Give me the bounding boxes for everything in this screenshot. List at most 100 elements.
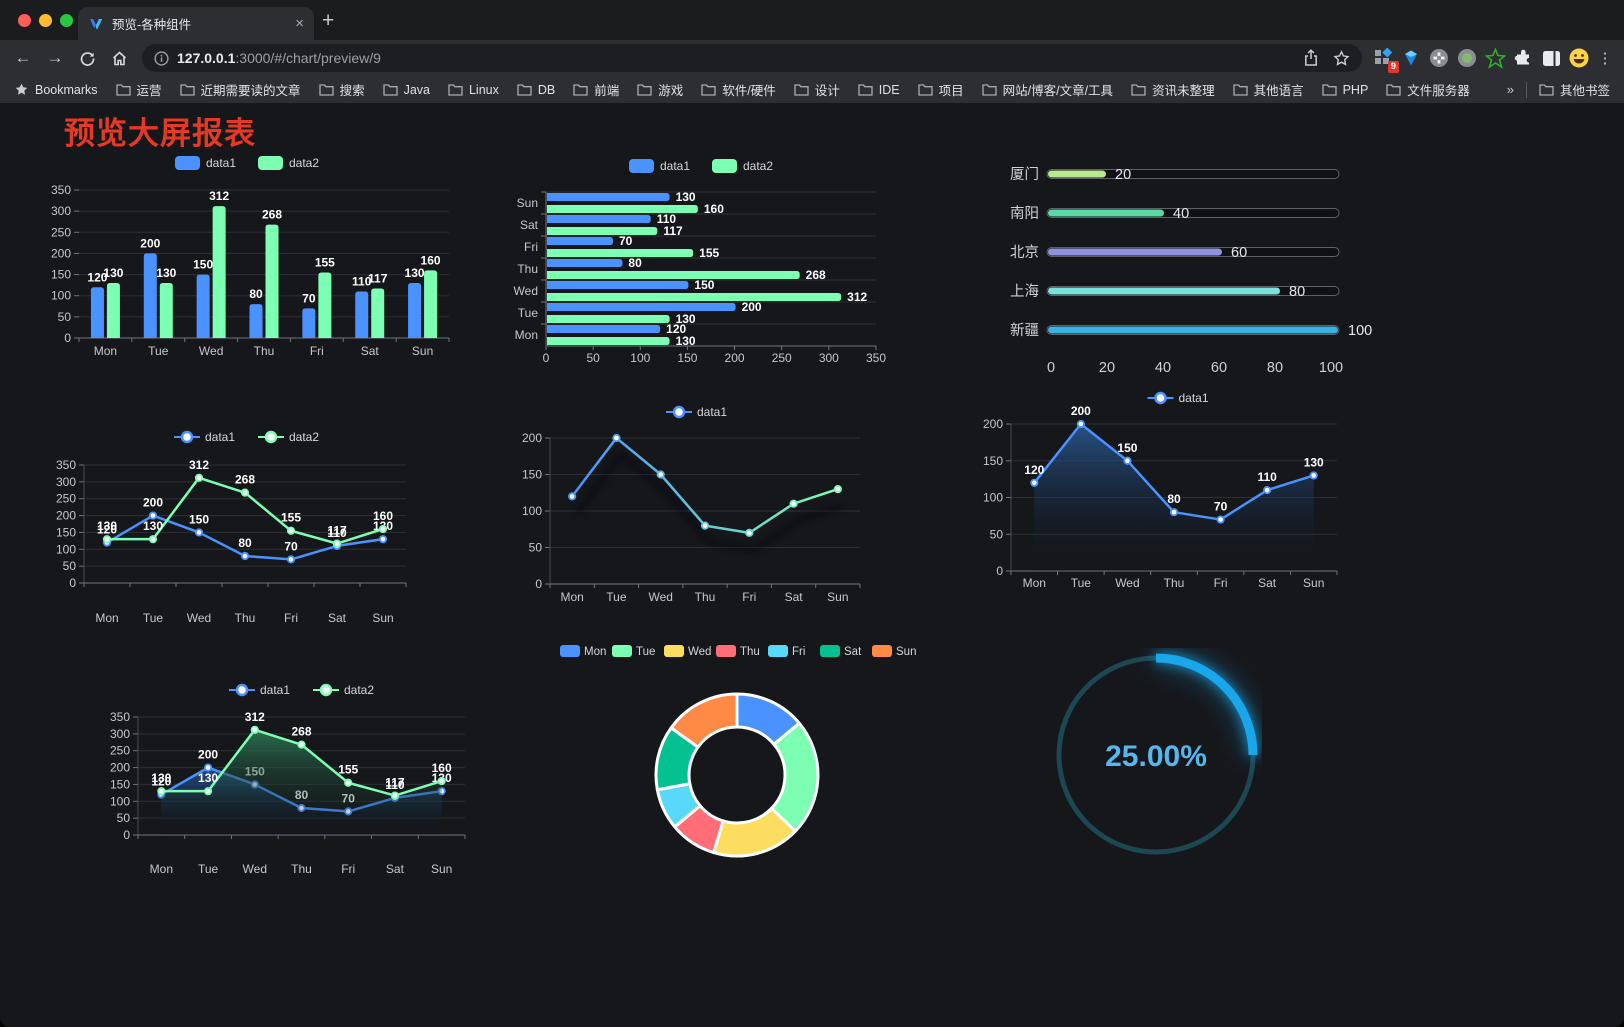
window-close-button[interactable] (18, 14, 31, 27)
svg-text:data1: data1 (206, 156, 236, 170)
svg-text:150: 150 (1117, 441, 1137, 455)
legend-item-Wed[interactable]: Wed (664, 645, 711, 658)
bookmark-item[interactable]: 运营 (115, 80, 162, 99)
share-icon[interactable] (1303, 49, 1319, 67)
legend-item-data1[interactable]: data1 (174, 430, 235, 444)
legend-item-Sat[interactable]: Sat (820, 645, 862, 658)
svg-text:Tue: Tue (198, 862, 219, 876)
legend-item-Thu[interactable]: Thu (716, 645, 760, 658)
legend-item-data1[interactable]: data1 (229, 683, 290, 697)
svg-text:Sat: Sat (361, 344, 380, 358)
extension-grid-icon[interactable]: 9 (1370, 45, 1399, 73)
forward-icon[interactable]: → (46, 48, 64, 67)
bookmark-item[interactable]: 前端 (573, 80, 619, 99)
bookmark-star-icon[interactable] (1333, 49, 1350, 67)
home-icon[interactable] (104, 44, 134, 72)
extension-circle-icon[interactable] (1426, 45, 1452, 71)
bookmark-item[interactable]: 搜索 (318, 80, 365, 99)
tab-close-icon[interactable]: × (295, 15, 304, 32)
bookmark-item[interactable]: Linux (448, 80, 499, 99)
page-title: 预览大屏报表 (64, 116, 256, 151)
emoji-extension-icon[interactable] (1566, 45, 1592, 71)
donut-slice-Sun[interactable] (669, 692, 739, 749)
folder-icon (115, 84, 131, 96)
bookmark-item[interactable]: 游戏 (637, 80, 683, 99)
svg-text:312: 312 (245, 710, 265, 724)
back-icon[interactable]: ← (14, 48, 32, 67)
legend-item-data2[interactable]: data2 (313, 683, 374, 697)
svg-text:80: 80 (1167, 492, 1181, 506)
svg-text:data1: data1 (205, 430, 235, 444)
bookmark-item[interactable]: 设计 (794, 80, 840, 99)
bookmark-item[interactable]: DB (517, 80, 555, 99)
other-bookmarks[interactable]: 其他书签 (1539, 80, 1610, 99)
svg-text:130: 130 (676, 312, 696, 326)
bookmark-item[interactable]: IDE (858, 80, 900, 99)
browser-tab[interactable]: 预览-各种组件 × (78, 7, 314, 40)
extension-green-star-icon[interactable] (1482, 45, 1508, 71)
legend-item-Tue[interactable]: Tue (612, 645, 655, 658)
legend-item-data1[interactable]: data1 (666, 405, 727, 419)
reload-icon[interactable] (72, 44, 102, 72)
bookmarks-app[interactable]: Bookmarks (14, 82, 98, 97)
progress-row-北京: 北京 60 (1010, 244, 1340, 261)
legend-item-Fri[interactable]: Fri (768, 645, 805, 658)
extensions-puzzle-icon[interactable] (1510, 45, 1536, 71)
bookmark-item[interactable]: PHP (1321, 80, 1368, 99)
bookmark-item[interactable]: 项目 (917, 80, 964, 99)
legend-item-data1[interactable]: data1 (175, 156, 236, 170)
star-icon (15, 83, 28, 95)
browser-menu-icon[interactable]: ⋮ (1597, 50, 1613, 67)
bookmarks-overflow-chevron[interactable]: » (1506, 82, 1514, 97)
week-donut-svg: Mon Tue Wed Thu Fri Sat Sun (560, 645, 916, 858)
svg-text:200: 200 (56, 509, 76, 523)
svg-text:200: 200 (51, 246, 71, 260)
svg-text:120: 120 (666, 322, 686, 336)
area-line-chart: data1 0 50 100 150 200 Mon Tue Wed Thu Fri Sat Sun 12… (983, 386, 1380, 602)
bookmark-item[interactable]: 近期需要读的文章 (179, 80, 301, 99)
site-info-icon[interactable] (154, 50, 169, 66)
folder-icon (318, 84, 334, 96)
tab-strip: 预览-各种组件 × + (0, 0, 1624, 40)
legend-item-data1[interactable]: data1 (629, 159, 690, 173)
bookmarks-label: Bookmarks (35, 82, 98, 97)
legend-item-Sun[interactable]: Sun (872, 645, 916, 658)
svg-text:50: 50 (586, 351, 600, 365)
svg-text:300: 300 (51, 204, 71, 218)
svg-text:130: 130 (676, 334, 696, 348)
svg-text:130: 130 (143, 519, 163, 533)
svg-text:150: 150 (189, 512, 209, 526)
bookmark-item[interactable]: 文件服务器 (1386, 80, 1470, 99)
bookmark-item[interactable]: 其他语言 (1232, 80, 1304, 99)
svg-text:80: 80 (238, 536, 252, 550)
bookmark-item[interactable]: 网站/博客/文章/工具 (981, 80, 1113, 99)
bookmark-item[interactable]: 软件/硬件 (701, 80, 776, 99)
new-tab-button[interactable]: + (322, 9, 335, 32)
window-zoom-button[interactable] (60, 14, 73, 27)
legend-item-data2[interactable]: data2 (258, 156, 319, 170)
svg-text:Fri: Fri (341, 862, 355, 876)
svg-text:300: 300 (819, 351, 839, 365)
svg-text:Wed: Wed (199, 344, 223, 358)
url-bar[interactable]: 127.0.0.1:3000/#/chart/preview/9 (142, 44, 1362, 72)
legend-item-data1[interactable]: data1 (1147, 391, 1209, 405)
legend-item-Mon[interactable]: Mon (560, 645, 606, 658)
window-minimize-button[interactable] (39, 14, 52, 27)
svg-text:268: 268 (262, 208, 282, 222)
bookmark-item[interactable]: Java (382, 80, 430, 99)
svg-text:Thu: Thu (254, 344, 275, 358)
svg-text:130: 130 (156, 266, 176, 280)
svg-text:130: 130 (151, 771, 171, 785)
sidebar-toggle-icon[interactable] (1538, 45, 1564, 71)
bookmark-item[interactable]: 资讯未整理 (1131, 80, 1215, 99)
svg-text:130: 130 (198, 771, 218, 785)
svg-text:Sat: Sat (386, 862, 405, 876)
extension-record-icon[interactable] (1454, 45, 1480, 71)
folder-icon (1232, 84, 1248, 96)
legend-item-data2[interactable]: data2 (712, 159, 773, 173)
svg-text:Mon: Mon (584, 646, 606, 658)
page-content: 预览大屏报表 data1 data2 0 50 100 150 200 250 300 350 Mo… (0, 103, 1624, 1027)
legend-item-data2[interactable]: data2 (258, 430, 319, 444)
extension-gem-icon[interactable] (1398, 45, 1424, 71)
